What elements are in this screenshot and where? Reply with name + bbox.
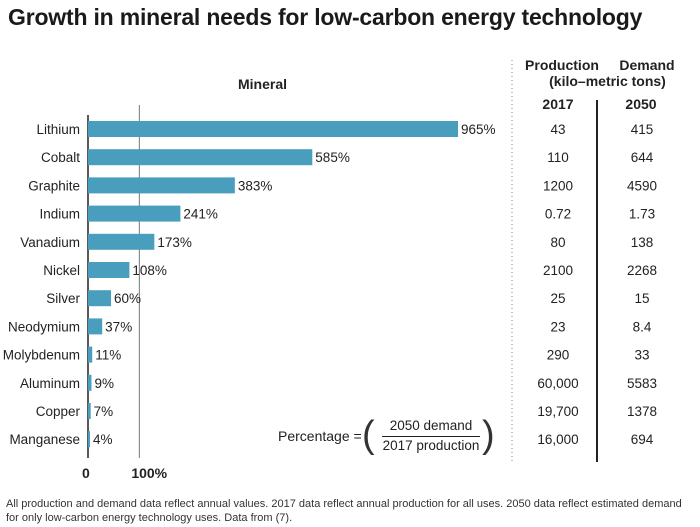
demand-cell: 15	[634, 291, 649, 306]
formula-label: Percentage =	[278, 428, 362, 444]
category-label: Vanadium	[20, 235, 80, 250]
value-label: 241%	[183, 207, 218, 222]
production-cell: 80	[550, 235, 565, 250]
bar	[88, 374, 92, 391]
category-label: Graphite	[28, 178, 80, 193]
demand-cell: 1.73	[629, 207, 655, 222]
production-cell: 23	[550, 319, 565, 334]
demand-cell: 8.4	[633, 319, 652, 334]
bar	[88, 262, 130, 278]
category-label: Neodymium	[8, 319, 80, 334]
production-cell: 60,000	[537, 376, 578, 391]
chart-title: Growth in mineral needs for low-carbon e…	[8, 4, 643, 30]
demand-cell: 33	[634, 348, 649, 363]
bar	[88, 233, 155, 250]
category-label: Nickel	[43, 263, 80, 278]
bar	[88, 205, 181, 222]
demand-cell: 644	[631, 150, 654, 165]
production-cell: 19,700	[537, 404, 578, 419]
bar	[88, 149, 313, 166]
production-cell: 25	[550, 291, 565, 306]
bar	[88, 346, 93, 363]
demand-cell: 138	[631, 235, 654, 250]
value-label: 9%	[94, 376, 114, 391]
category-label: Cobalt	[41, 150, 80, 165]
bar	[88, 431, 90, 448]
value-label: 37%	[105, 319, 132, 334]
category-label: Aluminum	[20, 376, 80, 391]
production-cell: 2100	[543, 263, 573, 278]
value-label: 173%	[157, 235, 192, 250]
value-label: 4%	[93, 432, 113, 447]
bar	[88, 177, 235, 194]
production-cell: 1200	[543, 178, 573, 193]
bar	[88, 290, 112, 307]
bar	[88, 121, 458, 137]
category-label: Manganese	[9, 432, 80, 447]
production-cell: 16,000	[537, 432, 578, 447]
x-tick-label: 0	[82, 465, 90, 481]
formula-numerator: 2050 demand	[389, 418, 473, 433]
bar	[88, 403, 91, 419]
category-label: Copper	[36, 404, 81, 419]
demand-cell: 1378	[627, 404, 657, 419]
value-label: 11%	[95, 348, 121, 363]
category-label: Lithium	[36, 122, 80, 137]
mineral-column-header: Mineral	[238, 76, 288, 92]
bar	[88, 318, 103, 335]
year-2017-header: 2017	[542, 96, 574, 112]
production-cell: 290	[547, 348, 570, 363]
value-label: 60%	[114, 291, 141, 306]
category-label: Indium	[39, 207, 80, 222]
production-cell: 110	[547, 150, 569, 165]
category-label: Silver	[46, 291, 80, 306]
footnote: All production and demand data reflect a…	[6, 498, 682, 524]
demand-cell: 4590	[627, 178, 657, 193]
demand-cell: 5583	[627, 376, 657, 391]
formula-close-paren: )	[482, 414, 495, 456]
demand-header: Demand	[619, 57, 675, 73]
production-cell: 0.72	[545, 207, 571, 222]
units-header: (kilo–metric tons)	[549, 73, 666, 89]
value-label: 108%	[132, 263, 167, 278]
demand-cell: 2268	[627, 263, 657, 278]
value-label: 585%	[315, 150, 350, 165]
demand-cell: 415	[631, 122, 654, 137]
category-label: Molybdenum	[3, 348, 80, 363]
demand-cell: 694	[631, 432, 654, 447]
value-label: 383%	[238, 178, 273, 193]
value-label: 965%	[461, 122, 496, 137]
percentage-formula: Percentage = ( 2050 demand 2017 producti…	[278, 414, 495, 457]
formula-fraction-bar	[382, 436, 480, 437]
formula-denominator: 2017 production	[382, 438, 480, 453]
production-header: Production	[525, 57, 599, 73]
production-cell: 43	[550, 122, 565, 137]
formula-open-paren: (	[362, 414, 375, 456]
value-label: 7%	[94, 404, 114, 419]
year-2050-header: 2050	[625, 96, 657, 112]
x-tick-label: 100%	[131, 465, 167, 481]
